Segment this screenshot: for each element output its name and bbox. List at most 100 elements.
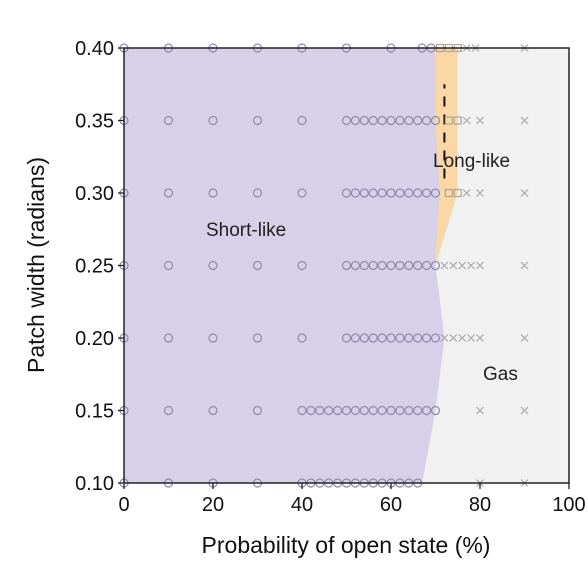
circle-marker bbox=[341, 260, 352, 271]
x-tick-label: 40 bbox=[291, 494, 313, 516]
circle-marker bbox=[341, 115, 352, 126]
y-tick-label: 0.35 bbox=[75, 111, 114, 133]
circle-marker bbox=[430, 260, 441, 271]
circle-marker bbox=[377, 333, 387, 343]
cross-marker bbox=[458, 334, 467, 342]
circle-marker bbox=[315, 405, 325, 416]
cross-marker bbox=[458, 261, 467, 270]
x-tick-label: 20 bbox=[202, 494, 224, 516]
circle-marker bbox=[297, 260, 307, 271]
cross-marker bbox=[476, 189, 484, 197]
circle-marker bbox=[368, 405, 378, 416]
circle-marker bbox=[252, 333, 263, 343]
cross-marker bbox=[476, 334, 484, 342]
region-label-long: Long-like bbox=[433, 151, 510, 172]
y-tick-label: 0.30 bbox=[75, 183, 114, 205]
circle-marker bbox=[395, 405, 405, 416]
circle-marker bbox=[359, 115, 369, 126]
circle-marker bbox=[341, 405, 352, 416]
circle-marker bbox=[252, 188, 263, 198]
cross-marker bbox=[462, 189, 471, 197]
circle-marker bbox=[404, 333, 414, 343]
circle-marker bbox=[297, 333, 307, 343]
circle-marker bbox=[413, 115, 423, 126]
circle-marker bbox=[350, 188, 360, 198]
circle-marker bbox=[413, 188, 423, 198]
cross-marker bbox=[449, 261, 458, 270]
circle-marker bbox=[386, 260, 396, 271]
cross-marker bbox=[440, 261, 449, 270]
circle-marker bbox=[404, 188, 414, 198]
circle-marker bbox=[208, 260, 218, 271]
circle-marker bbox=[368, 260, 378, 271]
x-tick-label: 80 bbox=[469, 494, 491, 516]
circle-marker bbox=[430, 188, 441, 198]
circle-marker bbox=[413, 333, 423, 343]
circle-marker bbox=[395, 188, 405, 198]
circle-marker bbox=[208, 188, 218, 198]
circle-marker bbox=[341, 188, 352, 198]
x-tick-label: 60 bbox=[380, 494, 402, 516]
circle-marker bbox=[422, 405, 432, 416]
circle-marker bbox=[386, 333, 396, 343]
cross-marker bbox=[467, 261, 476, 270]
x-axis-label: Probability of open state (%) bbox=[202, 532, 491, 558]
circle-marker bbox=[350, 260, 360, 271]
axis-ticks: 0 20 40 60 80 100 0.10 0.15 0.20 0.25 0.30 0.35 0.40 bbox=[75, 38, 586, 516]
cross-marker bbox=[520, 261, 529, 270]
circle-marker bbox=[297, 188, 307, 198]
cross-marker bbox=[476, 261, 484, 270]
circle-marker bbox=[297, 405, 307, 416]
cross-marker bbox=[520, 189, 529, 197]
circle-marker bbox=[350, 333, 360, 343]
circle-marker bbox=[404, 115, 414, 126]
circle-marker bbox=[430, 333, 441, 343]
circle-marker bbox=[386, 188, 396, 198]
circle-marker bbox=[386, 115, 396, 126]
circle-marker bbox=[413, 260, 423, 271]
circle-marker bbox=[208, 405, 218, 416]
cross-marker bbox=[476, 116, 484, 125]
circle-marker bbox=[208, 333, 218, 343]
circle-marker bbox=[350, 405, 360, 416]
circle-marker bbox=[359, 405, 369, 416]
circle-marker bbox=[163, 115, 174, 126]
circle-marker bbox=[377, 188, 387, 198]
y-axis-label: Patch width (radians) bbox=[23, 157, 49, 373]
x-tick-label: 100 bbox=[552, 494, 585, 516]
circle-marker bbox=[359, 333, 369, 343]
region-label-gas: Gas bbox=[483, 364, 518, 385]
circle-marker bbox=[422, 260, 432, 271]
circle-marker bbox=[341, 333, 352, 343]
cross-marker bbox=[440, 334, 449, 342]
circle-marker bbox=[252, 260, 263, 271]
circle-marker bbox=[395, 333, 405, 343]
circle-marker bbox=[404, 260, 414, 271]
circle-marker bbox=[377, 115, 387, 126]
circle-marker bbox=[377, 260, 387, 271]
cross-marker bbox=[520, 334, 529, 342]
circle-marker bbox=[422, 333, 432, 343]
circle-marker bbox=[368, 188, 378, 198]
circle-marker bbox=[386, 405, 396, 416]
cross-marker bbox=[467, 334, 476, 342]
circle-marker bbox=[359, 188, 369, 198]
circle-marker bbox=[377, 405, 387, 416]
circle-marker bbox=[368, 333, 378, 343]
y-tick-label: 0.25 bbox=[75, 256, 114, 278]
circle-marker bbox=[208, 115, 218, 126]
circle-marker bbox=[359, 260, 369, 271]
y-tick-label: 0.10 bbox=[75, 473, 114, 495]
cross-marker bbox=[462, 116, 471, 125]
circle-marker bbox=[163, 405, 174, 416]
phase-regions bbox=[124, 48, 569, 483]
circle-marker bbox=[333, 405, 343, 416]
circle-marker bbox=[252, 405, 263, 416]
cross-marker bbox=[449, 334, 458, 342]
circle-marker bbox=[413, 405, 423, 416]
circle-marker bbox=[350, 115, 360, 126]
x-tick-label: 0 bbox=[118, 494, 129, 516]
circle-marker bbox=[395, 260, 405, 271]
circle-marker bbox=[404, 405, 414, 416]
y-tick-label: 0.40 bbox=[75, 38, 114, 60]
